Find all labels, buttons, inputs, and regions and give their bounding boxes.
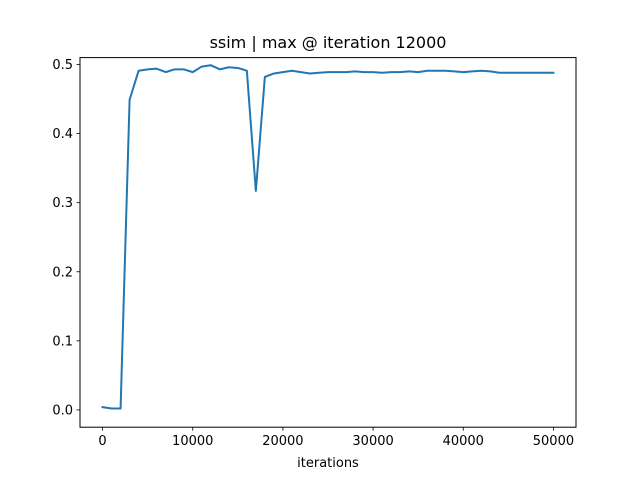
y-tick-label: 0.1 <box>52 334 73 349</box>
x-tick-label: 10000 <box>172 434 213 449</box>
y-tick-label: 0.5 <box>52 58 73 73</box>
x-tick-label: 50000 <box>533 434 574 449</box>
x-tick-label: 20000 <box>262 434 303 449</box>
chart-title: ssim | max @ iteration 12000 <box>210 33 447 52</box>
y-tick-label: 0.0 <box>52 403 73 418</box>
y-tick-label: 0.4 <box>52 127 73 142</box>
x-tick-label: 40000 <box>443 434 484 449</box>
y-tick-label: 0.2 <box>52 265 73 280</box>
x-tick-label: 0 <box>98 434 106 449</box>
y-tick-label: 0.3 <box>52 196 73 211</box>
x-tick-label: 30000 <box>352 434 393 449</box>
x-axis-label: iterations <box>297 456 359 471</box>
